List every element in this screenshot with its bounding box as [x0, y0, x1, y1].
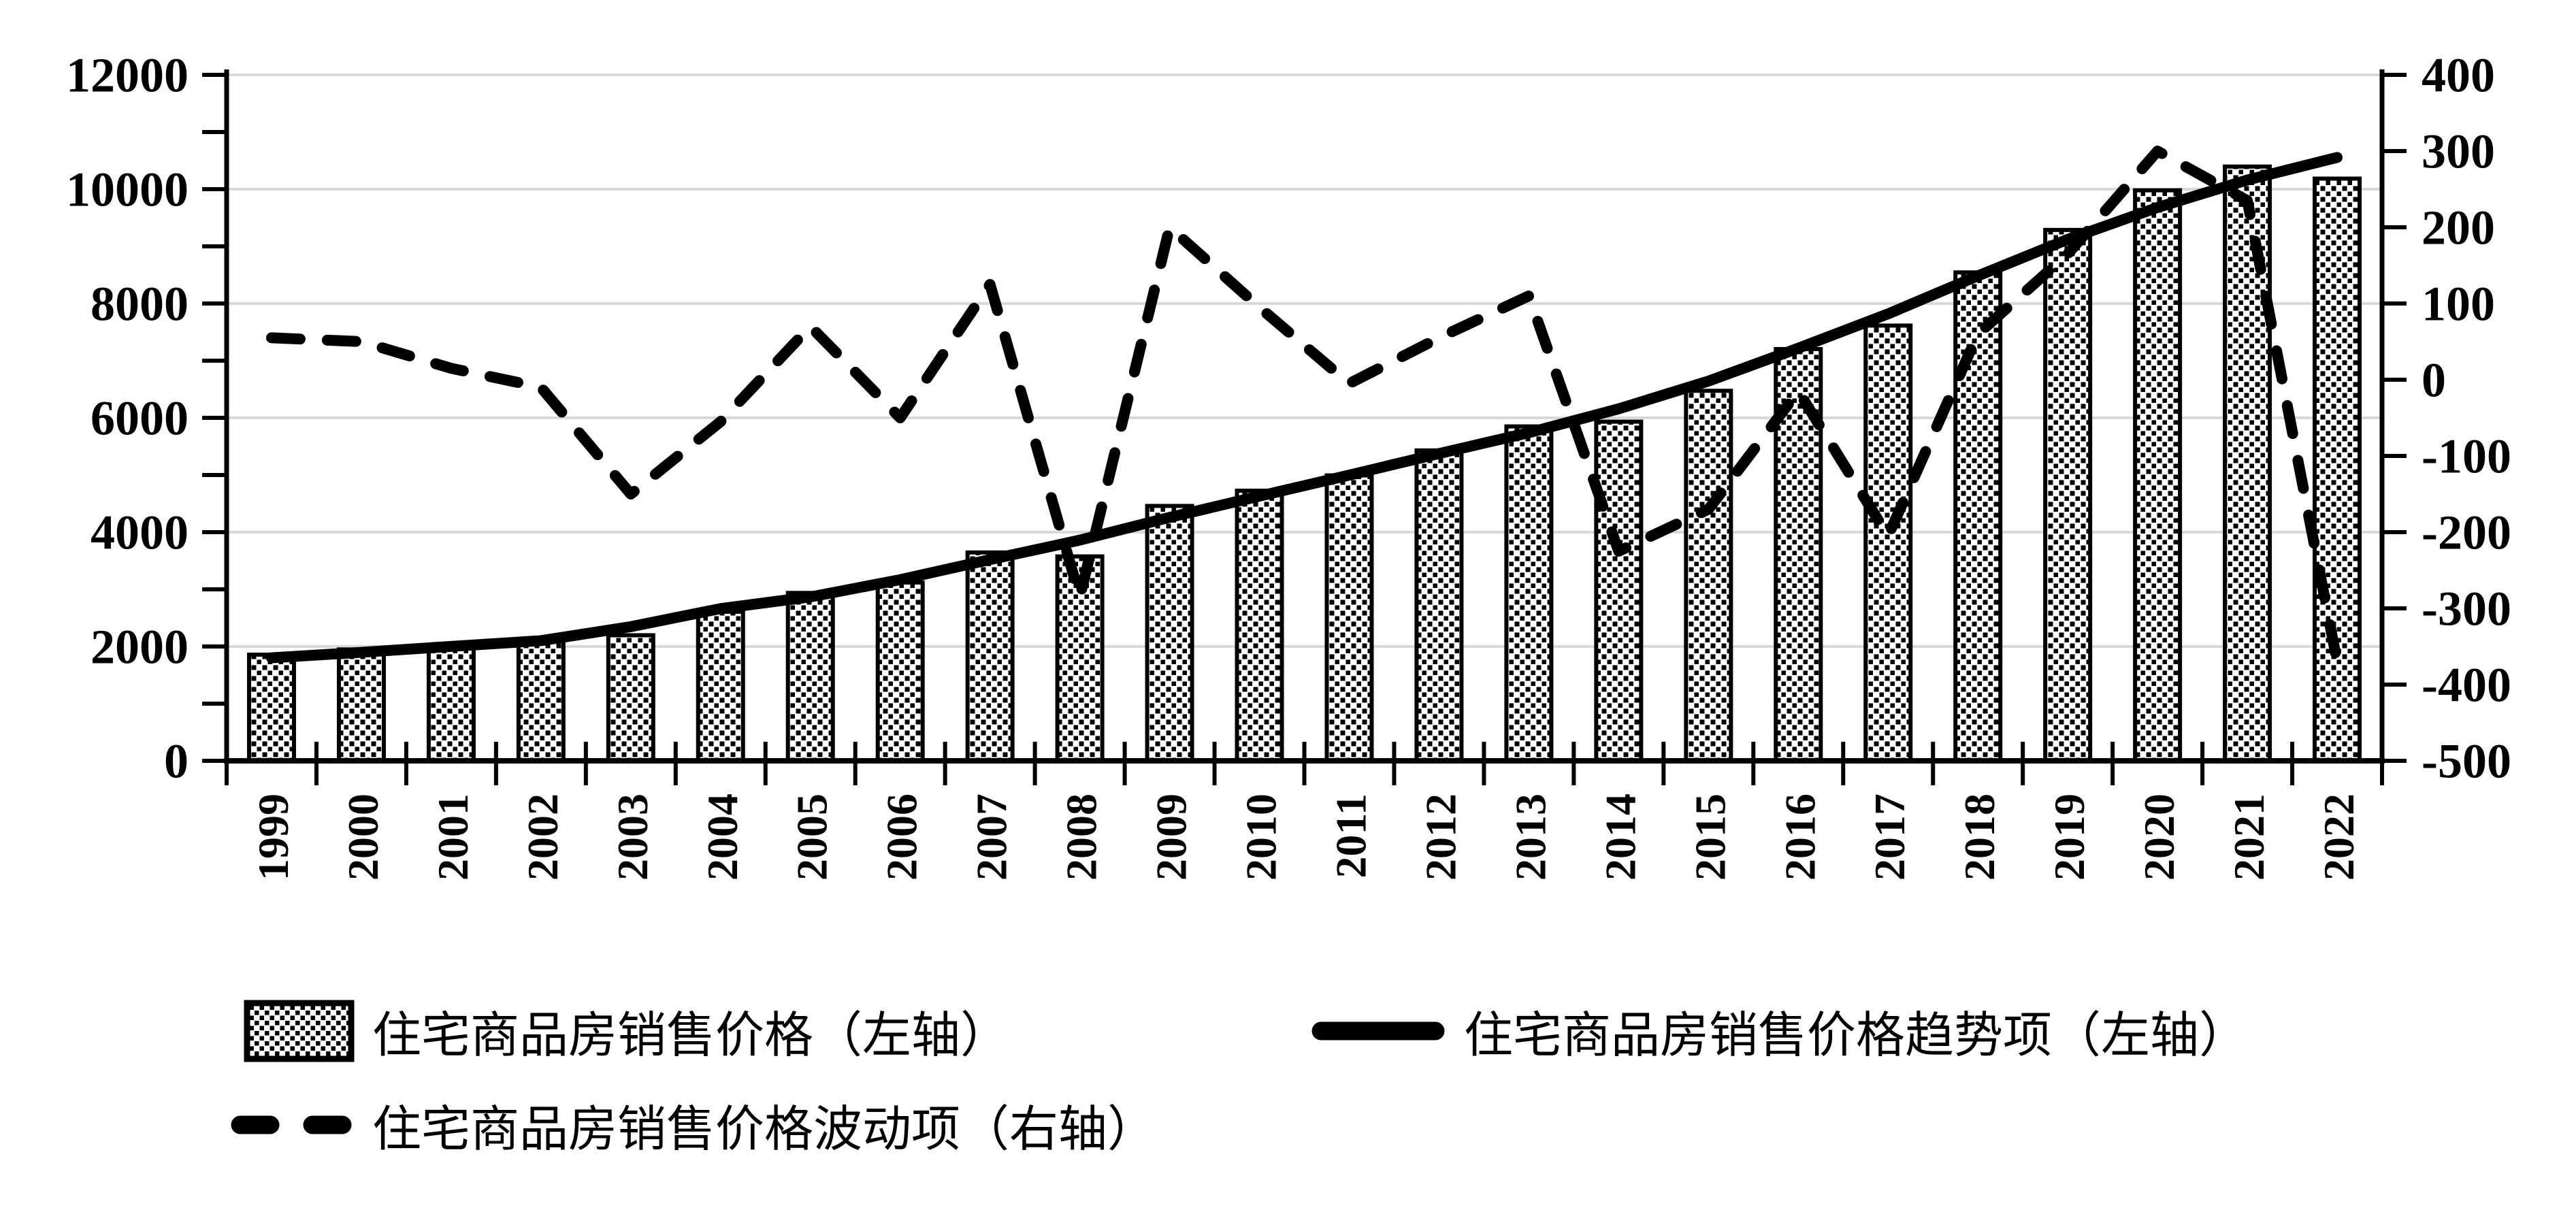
bar-2011 [1324, 473, 1374, 763]
year-label-2011: 2011 [1326, 793, 1375, 878]
year-label-2016: 2016 [1776, 793, 1824, 881]
bar-2010 [1235, 489, 1284, 763]
right-axis-label--100: -100 [2422, 429, 2511, 483]
legend-label-fluctuation: 住宅商品房销售价格波动项（右轴） [372, 1102, 1157, 1157]
dashed-line-swatch [231, 1115, 355, 1134]
bar-2002 [516, 639, 566, 763]
legend-label-price: 住宅商品房销售价格（左轴） [372, 1009, 1010, 1063]
year-label-2000: 2000 [339, 793, 387, 881]
bar-2014 [1594, 419, 1644, 763]
bar-2015 [1684, 389, 1733, 763]
year-label-2007: 2007 [968, 793, 1016, 881]
left-axis-label-2000: 2000 [91, 619, 189, 674]
year-label-2022: 2022 [2315, 793, 2363, 881]
right-axis-label--500: -500 [2422, 734, 2511, 788]
right-axis-label-300: 300 [2422, 124, 2495, 178]
year-label-2001: 2001 [429, 793, 477, 881]
bar-2018 [1953, 270, 2003, 763]
year-label-2003: 2003 [608, 793, 657, 881]
bar-1999 [246, 653, 296, 764]
year-label-2015: 2015 [1686, 793, 1734, 881]
bar-2022 [2313, 176, 2362, 763]
year-label-2005: 2005 [788, 793, 836, 881]
year-label-2021: 2021 [2225, 793, 2273, 881]
year-label-2014: 2014 [1596, 793, 1644, 881]
left-axis-label-4000: 4000 [91, 505, 189, 559]
bar-2006 [875, 580, 925, 764]
year-label-2012: 2012 [1416, 793, 1465, 881]
right-axis-label--200: -200 [2422, 505, 2511, 559]
left-axis-label-12000: 12000 [66, 48, 189, 102]
left-axis-label-6000: 6000 [91, 391, 189, 445]
bar-2007 [965, 550, 1015, 763]
right-axis-label--400: -400 [2422, 657, 2511, 712]
solid-line-swatch [1311, 1021, 1445, 1040]
bar-2013 [1504, 424, 1554, 763]
left-axis-label-8000: 8000 [91, 276, 189, 331]
right-axis-label-200: 200 [2422, 200, 2495, 255]
year-label-2008: 2008 [1058, 793, 1106, 881]
right-axis-label-400: 400 [2422, 48, 2495, 102]
year-label-2004: 2004 [698, 793, 747, 881]
bar-2005 [785, 591, 835, 763]
year-label-2017: 2017 [1865, 793, 1914, 881]
bar-2009 [1145, 504, 1194, 763]
bar-2020 [2133, 188, 2183, 763]
legend-item-fluctuation-line: 住宅商品房销售价格波动项（右轴） [231, 1089, 1156, 1160]
year-label-2013: 2013 [1506, 793, 1554, 881]
bar-2004 [696, 609, 745, 763]
year-label-2018: 2018 [1955, 793, 2004, 881]
bar-2003 [606, 633, 655, 764]
right-axis-label--300: -300 [2422, 581, 2511, 636]
right-axis-label-100: 100 [2422, 276, 2495, 331]
year-label-2002: 2002 [519, 793, 567, 881]
bar-2017 [1863, 323, 1913, 763]
bar-2019 [2043, 227, 2093, 763]
bar-2000 [336, 647, 386, 763]
left-axis-label-0: 0 [164, 734, 189, 788]
legend-item-trend-line: 住宅商品房销售价格趋势项（左轴） [1310, 995, 2248, 1066]
year-label-2019: 2019 [2045, 793, 2093, 881]
fluctuation-line [265, 146, 2343, 668]
year-label-2006: 2006 [878, 793, 926, 881]
year-label-2009: 2009 [1147, 793, 1196, 881]
trend-line [265, 152, 2343, 664]
year-label-2020: 2020 [2135, 793, 2183, 881]
right-axis-label-0: 0 [2422, 353, 2446, 407]
bar-2012 [1414, 448, 1464, 763]
legend-item-price-bars: 住宅商品房销售价格（左轴） [244, 995, 1009, 1066]
legend-label-trend: 住宅商品房销售价格趋势项（左轴） [1464, 1009, 2249, 1063]
left-axis-label-10000: 10000 [66, 162, 189, 216]
bar-2001 [426, 643, 476, 764]
year-label-2010: 2010 [1237, 793, 1286, 881]
bar-series-swatch [244, 1000, 355, 1062]
year-label-1999: 1999 [249, 793, 297, 881]
